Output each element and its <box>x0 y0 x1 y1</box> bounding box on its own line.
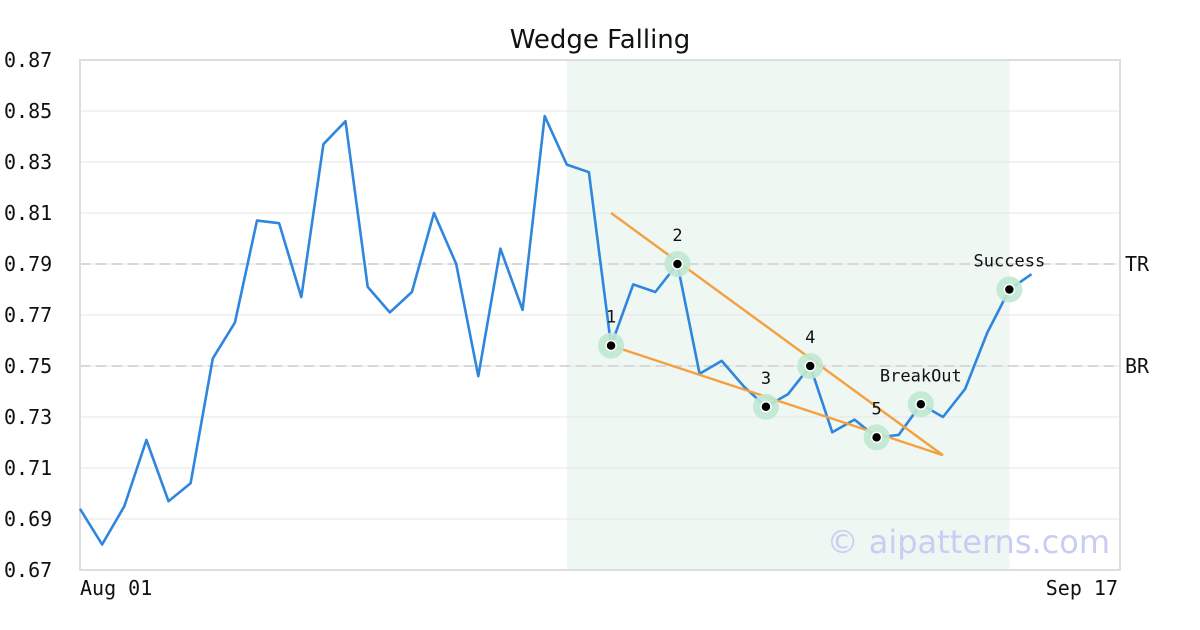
x-tick-label: Aug 01 <box>80 576 152 600</box>
marker-label: 1 <box>606 308 616 328</box>
marker-point <box>915 398 927 410</box>
y-tick-label: 0.79 <box>4 252 52 276</box>
reference-line-label: BR <box>1125 354 1150 378</box>
marker-point <box>804 360 816 372</box>
marker-label: BreakOut <box>880 366 962 386</box>
y-tick-label: 0.83 <box>4 150 52 174</box>
marker-point <box>870 431 883 444</box>
reference-lines: TR BR <box>80 252 1150 378</box>
watermark: © aipatterns.com <box>827 523 1110 561</box>
y-tick-label: 0.75 <box>4 354 52 378</box>
x-tick-label: Sep 17 <box>1046 576 1118 600</box>
marker-point <box>1003 283 1016 296</box>
marker-label: 3 <box>761 369 771 389</box>
y-tick-label: 0.71 <box>4 456 52 480</box>
chart-title: Wedge Falling <box>510 25 691 55</box>
y-tick-label: 0.85 <box>4 99 52 123</box>
marker-point <box>671 258 684 270</box>
plot-frame <box>79 59 1121 571</box>
marker-label: 2 <box>672 226 682 246</box>
marker-label: 4 <box>805 328 815 348</box>
marker-label: 5 <box>871 399 881 419</box>
marker-point <box>605 339 617 352</box>
watermark-group: © aipatterns.com <box>827 523 1110 561</box>
y-tick-label: 0.81 <box>4 201 52 225</box>
marker-label: Success <box>974 252 1046 272</box>
reference-line-label: TR <box>1125 252 1150 276</box>
y-tick-label: 0.69 <box>4 507 52 531</box>
y-tick-label: 0.77 <box>4 303 52 327</box>
y-tick-label: 0.73 <box>4 405 52 429</box>
y-tick-label: 0.67 <box>4 558 52 582</box>
y-axis-ticks: 0.67 0.69 0.71 0.73 0.75 0.77 0.79 0.81 0.83 0.85… <box>4 48 52 582</box>
marker-point <box>760 401 772 413</box>
y-tick-label: 0.87 <box>4 48 52 72</box>
x-axis-ticks: Aug 01 Sep 17 <box>80 576 1118 600</box>
markers-group: 1 2 3 4 5 BreakOut Success <box>598 226 1046 451</box>
trendline <box>610 212 944 457</box>
